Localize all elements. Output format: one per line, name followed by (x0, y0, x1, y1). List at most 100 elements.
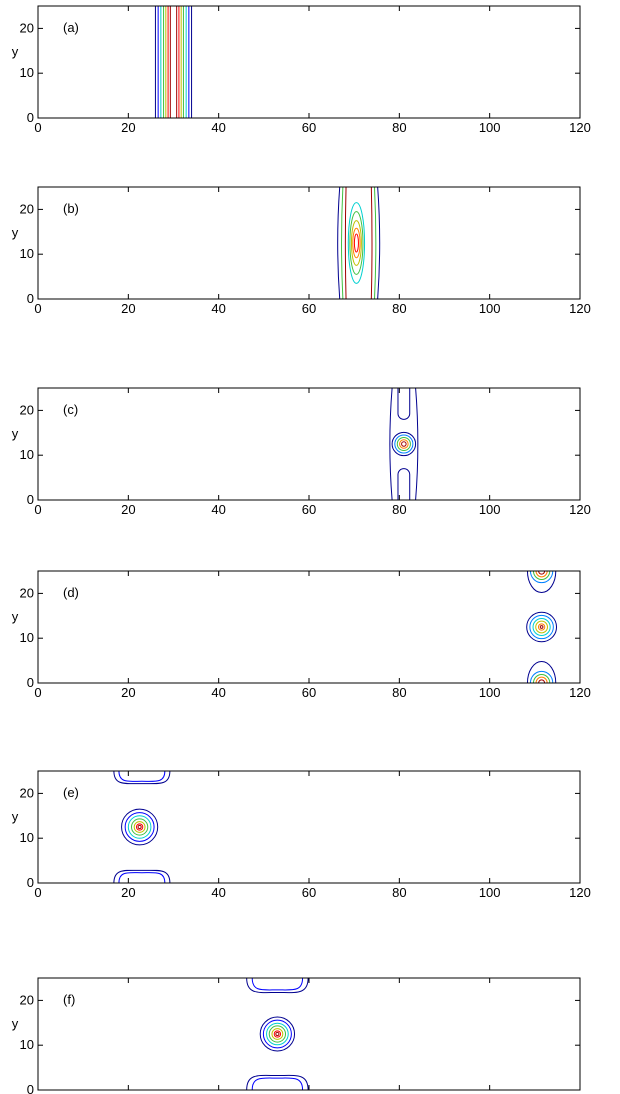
x-tick-label: 80 (392, 120, 406, 135)
x-tick-label: 120 (569, 301, 591, 316)
contour-line (275, 1031, 280, 1037)
contour-line (373, 187, 377, 299)
contour-line (397, 388, 411, 420)
contour-line (262, 1019, 292, 1049)
x-tick-label: 80 (392, 685, 406, 700)
x-tick-label: 100 (479, 502, 501, 517)
contour-line (259, 1016, 296, 1052)
contour-line (130, 818, 149, 836)
contour-line (415, 388, 419, 500)
contour-line (394, 434, 414, 454)
contour-line (539, 625, 544, 629)
contour-line (273, 1030, 282, 1038)
y-tick-label: 0 (27, 875, 34, 890)
x-tick-label: 40 (211, 502, 225, 517)
contour-lines (154, 6, 193, 118)
x-tick-label: 80 (392, 885, 406, 900)
contour-line (347, 202, 366, 284)
x-tick-label: 80 (392, 502, 406, 517)
contour-line (341, 187, 344, 299)
panel-label: (f) (63, 992, 75, 1007)
x-tick-label: 120 (569, 120, 591, 135)
contour-line (349, 211, 364, 275)
contour-line (397, 468, 411, 500)
contour-line (529, 571, 554, 584)
y-tick-label: 10 (20, 447, 34, 462)
x-tick-label: 40 (211, 685, 225, 700)
axes-frame (37, 387, 581, 501)
contour-line (532, 617, 551, 637)
x-tick-label: 20 (121, 685, 135, 700)
contour-lines (337, 187, 381, 299)
contour-line (391, 431, 417, 457)
contour-line (526, 571, 557, 593)
y-tick-label: 20 (20, 785, 34, 800)
x-tick-label: 60 (302, 685, 316, 700)
y-tick-label: 0 (27, 291, 34, 306)
x-tick-label: 20 (121, 1092, 135, 1094)
contour-line (538, 679, 546, 683)
contour-line (352, 227, 361, 259)
axes-frame (37, 977, 581, 1091)
x-tick-label: 120 (569, 1092, 591, 1094)
contour-lines (246, 978, 309, 1090)
x-tick-label: 80 (392, 301, 406, 316)
contour-lines (113, 771, 171, 883)
panel-label: (c) (63, 402, 78, 417)
axes-frame (37, 5, 581, 119)
contour-line (121, 808, 159, 846)
contour-line (251, 1077, 304, 1090)
x-tick-label: 0 (34, 885, 41, 900)
x-tick-label: 60 (302, 502, 316, 517)
panel-label: (b) (63, 201, 79, 216)
contour-line (529, 614, 554, 640)
contour-line (370, 187, 373, 299)
contour-line (271, 1028, 284, 1040)
x-tick-label: 20 (121, 301, 135, 316)
contour-line (399, 439, 409, 449)
contour-line (377, 187, 381, 299)
contour-lines (526, 571, 558, 683)
x-tick-label: 0 (34, 685, 41, 700)
y-tick-label: 0 (27, 1082, 34, 1094)
contour-line (113, 771, 171, 785)
y-tick-label: 20 (20, 20, 34, 35)
contour-line (124, 812, 155, 842)
contour-line (535, 620, 548, 634)
y-axis-label: y (12, 809, 19, 824)
contour-line (526, 611, 558, 643)
contour-line (532, 571, 551, 581)
x-tick-label: 100 (479, 685, 501, 700)
x-tick-label: 40 (211, 885, 225, 900)
y-tick-label: 20 (20, 201, 34, 216)
x-tick-label: 60 (302, 1092, 316, 1094)
axes-frame (37, 186, 581, 300)
contour-line (535, 676, 548, 683)
panel-label: (d) (63, 585, 79, 600)
contour-line (344, 187, 347, 299)
x-tick-label: 20 (121, 502, 135, 517)
contour-line (389, 388, 393, 500)
contour-line (127, 815, 152, 839)
x-tick-label: 20 (121, 120, 135, 135)
y-tick-label: 0 (27, 110, 34, 125)
contour-line (135, 823, 144, 831)
y-axis-label: y (12, 44, 19, 59)
x-tick-label: 0 (34, 502, 41, 517)
x-tick-label: 100 (479, 120, 501, 135)
x-tick-label: 120 (569, 685, 591, 700)
contour-line (113, 869, 171, 883)
contour-line (118, 771, 166, 782)
y-tick-label: 10 (20, 1037, 34, 1052)
y-tick-label: 20 (20, 402, 34, 417)
y-tick-label: 0 (27, 492, 34, 507)
y-tick-label: 10 (20, 830, 34, 845)
y-tick-label: 10 (20, 65, 34, 80)
contour-line (537, 623, 546, 631)
panel-label: (e) (63, 785, 79, 800)
contour-line (266, 1022, 289, 1046)
y-axis-label: y (12, 1016, 19, 1031)
